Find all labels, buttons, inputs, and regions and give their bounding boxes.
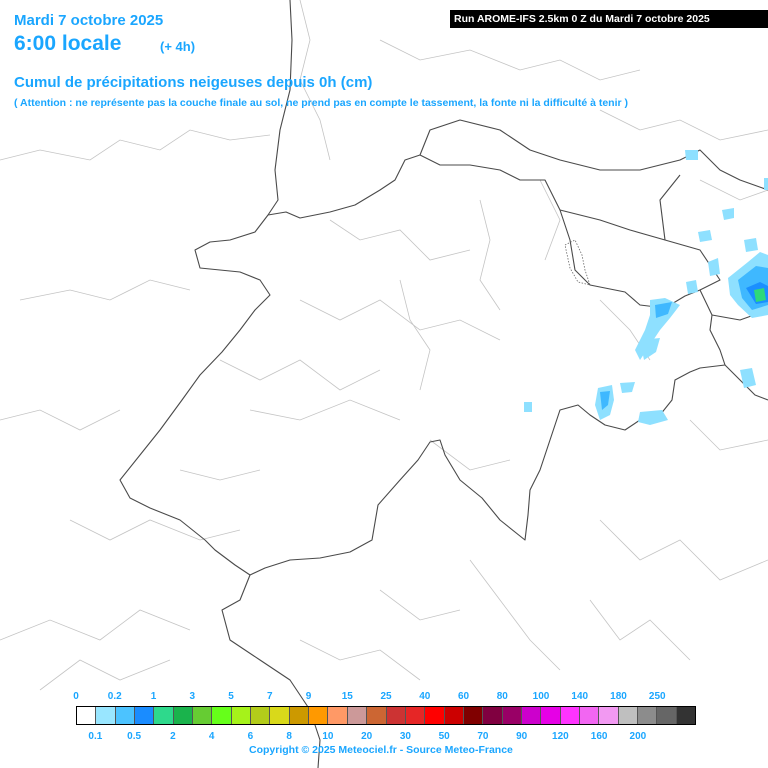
legend-tick-top: 80: [496, 691, 508, 702]
legend-swatch: [115, 707, 136, 724]
legend-tick-bottom: 2: [170, 731, 176, 742]
legend-swatch: [193, 707, 213, 724]
legend-swatch: [386, 707, 406, 724]
legend-tick-top: 180: [610, 691, 627, 702]
legend-tick-top: 250: [648, 691, 666, 702]
legend-tick-top: 25: [380, 691, 392, 702]
legend-swatch: [502, 707, 522, 724]
legend-tick-top: 60: [457, 691, 470, 702]
legend-swatch: [212, 707, 232, 724]
legend-swatch: [154, 707, 174, 724]
legend-swatch: [599, 707, 619, 724]
legend-tick-bottom: 160: [590, 731, 608, 742]
legend-tick-top: 9: [305, 691, 312, 702]
legend-swatch: [96, 707, 116, 724]
legend-swatch: [309, 707, 329, 724]
legend-swatch: [231, 707, 252, 724]
legend-swatch: [173, 707, 194, 724]
legend-tick-bottom: 4: [208, 731, 215, 742]
legend-tick-bottom: 8: [286, 731, 292, 742]
legend-tick-bottom: 0.1: [88, 731, 103, 742]
legend-swatch: [270, 707, 290, 724]
legend-tick-top: 15: [341, 691, 353, 702]
legend-tick-top: 100: [532, 691, 550, 702]
legend-swatch: [541, 707, 561, 724]
legend-tick-top: 40: [419, 691, 431, 702]
legend-tick-top: 0.2: [107, 691, 122, 702]
legend-tick-bottom: 90: [516, 731, 528, 742]
legend-swatch: [367, 707, 387, 724]
legend-tick-bottom: 70: [477, 731, 489, 742]
country-borders: [119, 0, 768, 768]
legend-tick-top: 7: [266, 691, 273, 702]
legend-tick-bottom: 0.5: [127, 731, 142, 742]
legend-swatch: [251, 707, 271, 724]
legend-swatch: [560, 707, 580, 724]
legend-swatch: [425, 707, 445, 724]
legend-tick-top: 3: [189, 691, 196, 702]
austria-east: [659, 174, 681, 241]
france-germany-border: [267, 0, 293, 216]
legend-tick-top: 140: [571, 691, 589, 702]
legend-tick-bottom: 6: [247, 731, 254, 742]
legend-tick-top: 1: [150, 691, 157, 702]
legend-tick-bottom: 50: [438, 731, 450, 742]
legend-swatch: [328, 707, 348, 724]
legend-swatch: [289, 707, 310, 724]
legend-swatch: [618, 707, 638, 724]
lake-constance: [564, 239, 591, 286]
legend-swatch: [347, 707, 368, 724]
copyright-text: Copyright © 2025 Meteociel.fr - Source M…: [249, 744, 513, 756]
legend-swatch: [77, 707, 97, 724]
snow-accumulation-areas: [524, 150, 768, 425]
france-italy-border: [221, 574, 321, 768]
legend-swatch: [135, 707, 155, 724]
map-note: ( Attention : ne représente pas la couch…: [14, 97, 628, 109]
legend-tick-top: 5: [228, 691, 234, 702]
regional-borders: [0, 0, 768, 691]
legend-swatch: [676, 707, 695, 724]
legend-tick-bottom: 200: [629, 731, 647, 742]
legend-swatch: [521, 707, 542, 724]
legend-swatch: [463, 707, 484, 724]
legend-swatch: [483, 707, 503, 724]
italy-austria-east: [724, 364, 768, 401]
germany-austria-border: [559, 209, 721, 291]
forecast-date: Mardi 7 octobre 2025: [14, 12, 164, 29]
legend-swatch: [405, 707, 426, 724]
legend-tick-top: 0: [73, 691, 79, 702]
legend-tick-bottom: 20: [361, 731, 373, 742]
legend-tick-bottom: 30: [399, 731, 411, 742]
run-info-banner: Run AROME-IFS 2.5km 0 Z du Mardi 7 octob…: [450, 10, 768, 28]
local-time: 6:00 locale: [14, 32, 122, 55]
legend-swatch: [579, 707, 600, 724]
lakes: [564, 239, 591, 286]
forecast-offset: (+ 4h): [160, 39, 196, 54]
legend-tick-bottom: 10: [322, 731, 334, 742]
map-title: Cumul de précipitations neigeuses depuis…: [14, 74, 373, 91]
legend-tick-bottom: 120: [552, 731, 569, 742]
legend-swatch: [444, 707, 464, 724]
switzerland-border: [119, 154, 726, 576]
legend-swatch: [657, 707, 677, 724]
legend-swatch: [637, 707, 658, 724]
color-legend-bar: [76, 706, 696, 725]
germany-north: [419, 119, 768, 191]
